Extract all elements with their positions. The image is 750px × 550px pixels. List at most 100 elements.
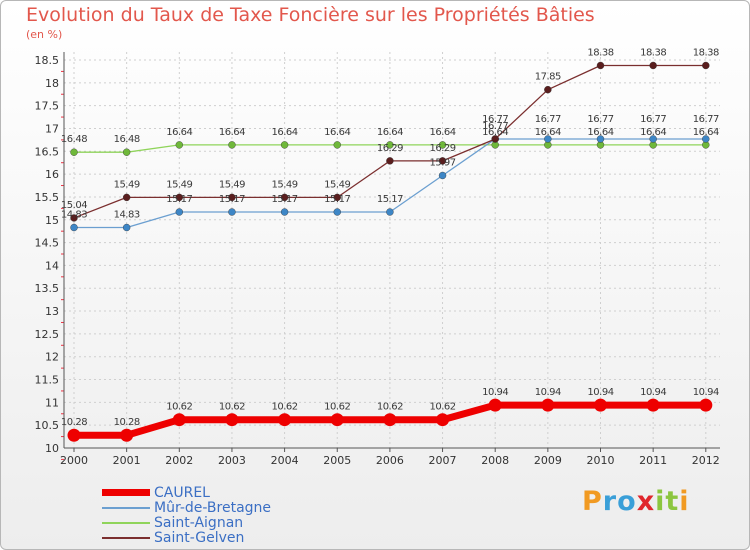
data-label-mur-de-bretagne: 16.77 <box>640 114 666 125</box>
data-label-saint-gelven: 15.49 <box>219 179 245 190</box>
data-point-saint-gelven <box>175 193 184 202</box>
data-label-saint-gelven: 16.77 <box>482 121 508 132</box>
data-label-saint-gelven: 18.38 <box>640 47 666 58</box>
data-label-saint-gelven: 17.85 <box>535 72 561 83</box>
data-label-saint-aignan: 16.64 <box>272 127 298 138</box>
data-point-mur-de-bretagne <box>702 135 710 143</box>
data-point-saint-gelven <box>70 214 78 222</box>
data-label-saint-gelven: 16.29 <box>377 143 403 154</box>
data-label-mur-de-bretagne: 15.17 <box>219 194 245 205</box>
data-label-saint-aignan: 16.48 <box>61 134 87 145</box>
data-label-mur-de-bretagne: 16.77 <box>693 114 719 125</box>
data-point-saint-gelven <box>386 157 394 165</box>
legend-label-caurel: CAUREL <box>154 485 210 501</box>
data-point-saint-aignan <box>122 148 131 156</box>
data-label-saint-aignan: 16.64 <box>429 127 455 138</box>
data-point-saint-gelven <box>596 61 605 70</box>
data-label-mur-de-bretagne: 16.77 <box>482 114 508 125</box>
x-tick-label: 2003 <box>218 454 246 467</box>
data-point-mur-de-bretagne <box>280 208 289 216</box>
data-point-saint-gelven <box>333 193 341 202</box>
y-tick-label: 13 <box>45 305 59 318</box>
data-point-caurel <box>67 428 81 442</box>
data-label-mur-de-bretagne: 14.83 <box>114 210 140 221</box>
data-label-caurel: 10.94 <box>693 387 719 398</box>
logo-letter: t <box>665 486 680 517</box>
data-point-caurel <box>330 413 344 427</box>
data-label-saint-aignan: 16.64 <box>693 127 719 138</box>
data-label-saint-gelven: 16.29 <box>429 143 455 154</box>
y-tick-label: 12 <box>45 351 59 364</box>
data-label-saint-aignan: 16.64 <box>587 127 613 138</box>
data-point-caurel <box>594 398 607 412</box>
data-point-mur-de-bretagne <box>228 208 236 216</box>
x-tick-label: 2000 <box>60 454 88 467</box>
legend-swatch-mur-de-bretagne <box>102 507 150 509</box>
data-label-caurel: 10.28 <box>61 417 87 428</box>
logo-letter: i <box>679 486 690 517</box>
y-tick-label: 10.5 <box>35 419 60 432</box>
y-tick-label: 15.5 <box>35 191 60 204</box>
data-label-saint-gelven: 15.49 <box>166 179 192 190</box>
data-label-caurel: 10.62 <box>324 402 350 413</box>
y-unit-label: (en %) <box>26 28 63 41</box>
data-label-mur-de-bretagne: 15.17 <box>324 194 350 205</box>
data-label-caurel: 10.28 <box>114 417 140 428</box>
series-layer <box>67 61 713 442</box>
logo-letter: x <box>636 486 656 517</box>
data-label-saint-aignan: 16.64 <box>377 127 403 138</box>
x-tick-label: 2006 <box>376 454 404 467</box>
data-point-saint-aignan <box>280 141 289 149</box>
data-label-caurel: 10.94 <box>640 387 666 398</box>
y-tick-label: 17.5 <box>35 100 60 113</box>
data-label-mur-de-bretagne: 15.97 <box>429 157 455 168</box>
x-tick-label: 2005 <box>323 454 351 467</box>
data-point-mur-de-bretagne <box>544 135 552 143</box>
x-tick-label: 2002 <box>165 454 193 467</box>
data-point-saint-gelven <box>228 193 236 202</box>
proxiti-logo: Proxiti <box>582 486 690 517</box>
data-point-saint-aignan <box>228 141 236 149</box>
data-label-mur-de-bretagne: 15.17 <box>377 194 403 205</box>
y-tick-label: 16 <box>45 168 59 181</box>
data-label-saint-aignan: 16.64 <box>219 127 245 138</box>
logo-letter: r <box>602 486 618 517</box>
y-tick-label: 17 <box>45 122 59 135</box>
logo-letter: i <box>655 486 666 517</box>
data-label-caurel: 10.62 <box>377 402 403 413</box>
data-point-caurel <box>278 413 292 427</box>
data-label-caurel: 10.62 <box>166 402 192 413</box>
x-tick-label: 2008 <box>481 454 509 467</box>
data-point-mur-de-bretagne <box>333 208 341 216</box>
data-label-saint-gelven: 18.38 <box>587 47 613 58</box>
data-label-caurel: 10.94 <box>587 387 613 398</box>
data-point-caurel <box>436 413 450 427</box>
data-point-mur-de-bretagne <box>596 135 605 143</box>
data-label-saint-gelven: 15.49 <box>272 179 298 190</box>
y-tick-label: 14.5 <box>35 237 60 250</box>
y-tick-label: 11 <box>45 396 59 409</box>
data-point-saint-aignan <box>333 141 341 149</box>
y-tick-label: 10 <box>45 442 59 455</box>
data-point-mur-de-bretagne <box>438 171 447 180</box>
data-label-mur-de-bretagne: 14.83 <box>61 210 87 221</box>
data-labels: 10.28 10.28 10.62 10.62 10.62 10.62 10.62 10.62… <box>61 47 720 428</box>
data-point-caurel <box>646 398 660 412</box>
data-point-saint-gelven <box>280 193 289 202</box>
data-point-caurel <box>225 413 239 427</box>
data-label-mur-de-bretagne: 16.77 <box>587 114 613 125</box>
data-label-caurel: 10.62 <box>429 402 455 413</box>
data-point-caurel <box>488 398 502 412</box>
y-tick-label: 18.5 <box>35 54 60 67</box>
data-point-caurel <box>383 413 397 427</box>
grid <box>64 52 720 449</box>
data-label-saint-gelven: 15.49 <box>114 179 140 190</box>
data-point-saint-aignan <box>386 141 394 149</box>
y-tick-label: 13.5 <box>35 282 60 295</box>
data-label-mur-de-bretagne: 15.17 <box>272 194 298 205</box>
y-tick-label: 18 <box>45 77 59 90</box>
x-tick-label: 2011 <box>639 454 667 467</box>
data-point-saint-gelven <box>649 61 657 70</box>
legend-label-mur-de-bretagne: Mûr-de-Bretagne <box>154 500 272 516</box>
